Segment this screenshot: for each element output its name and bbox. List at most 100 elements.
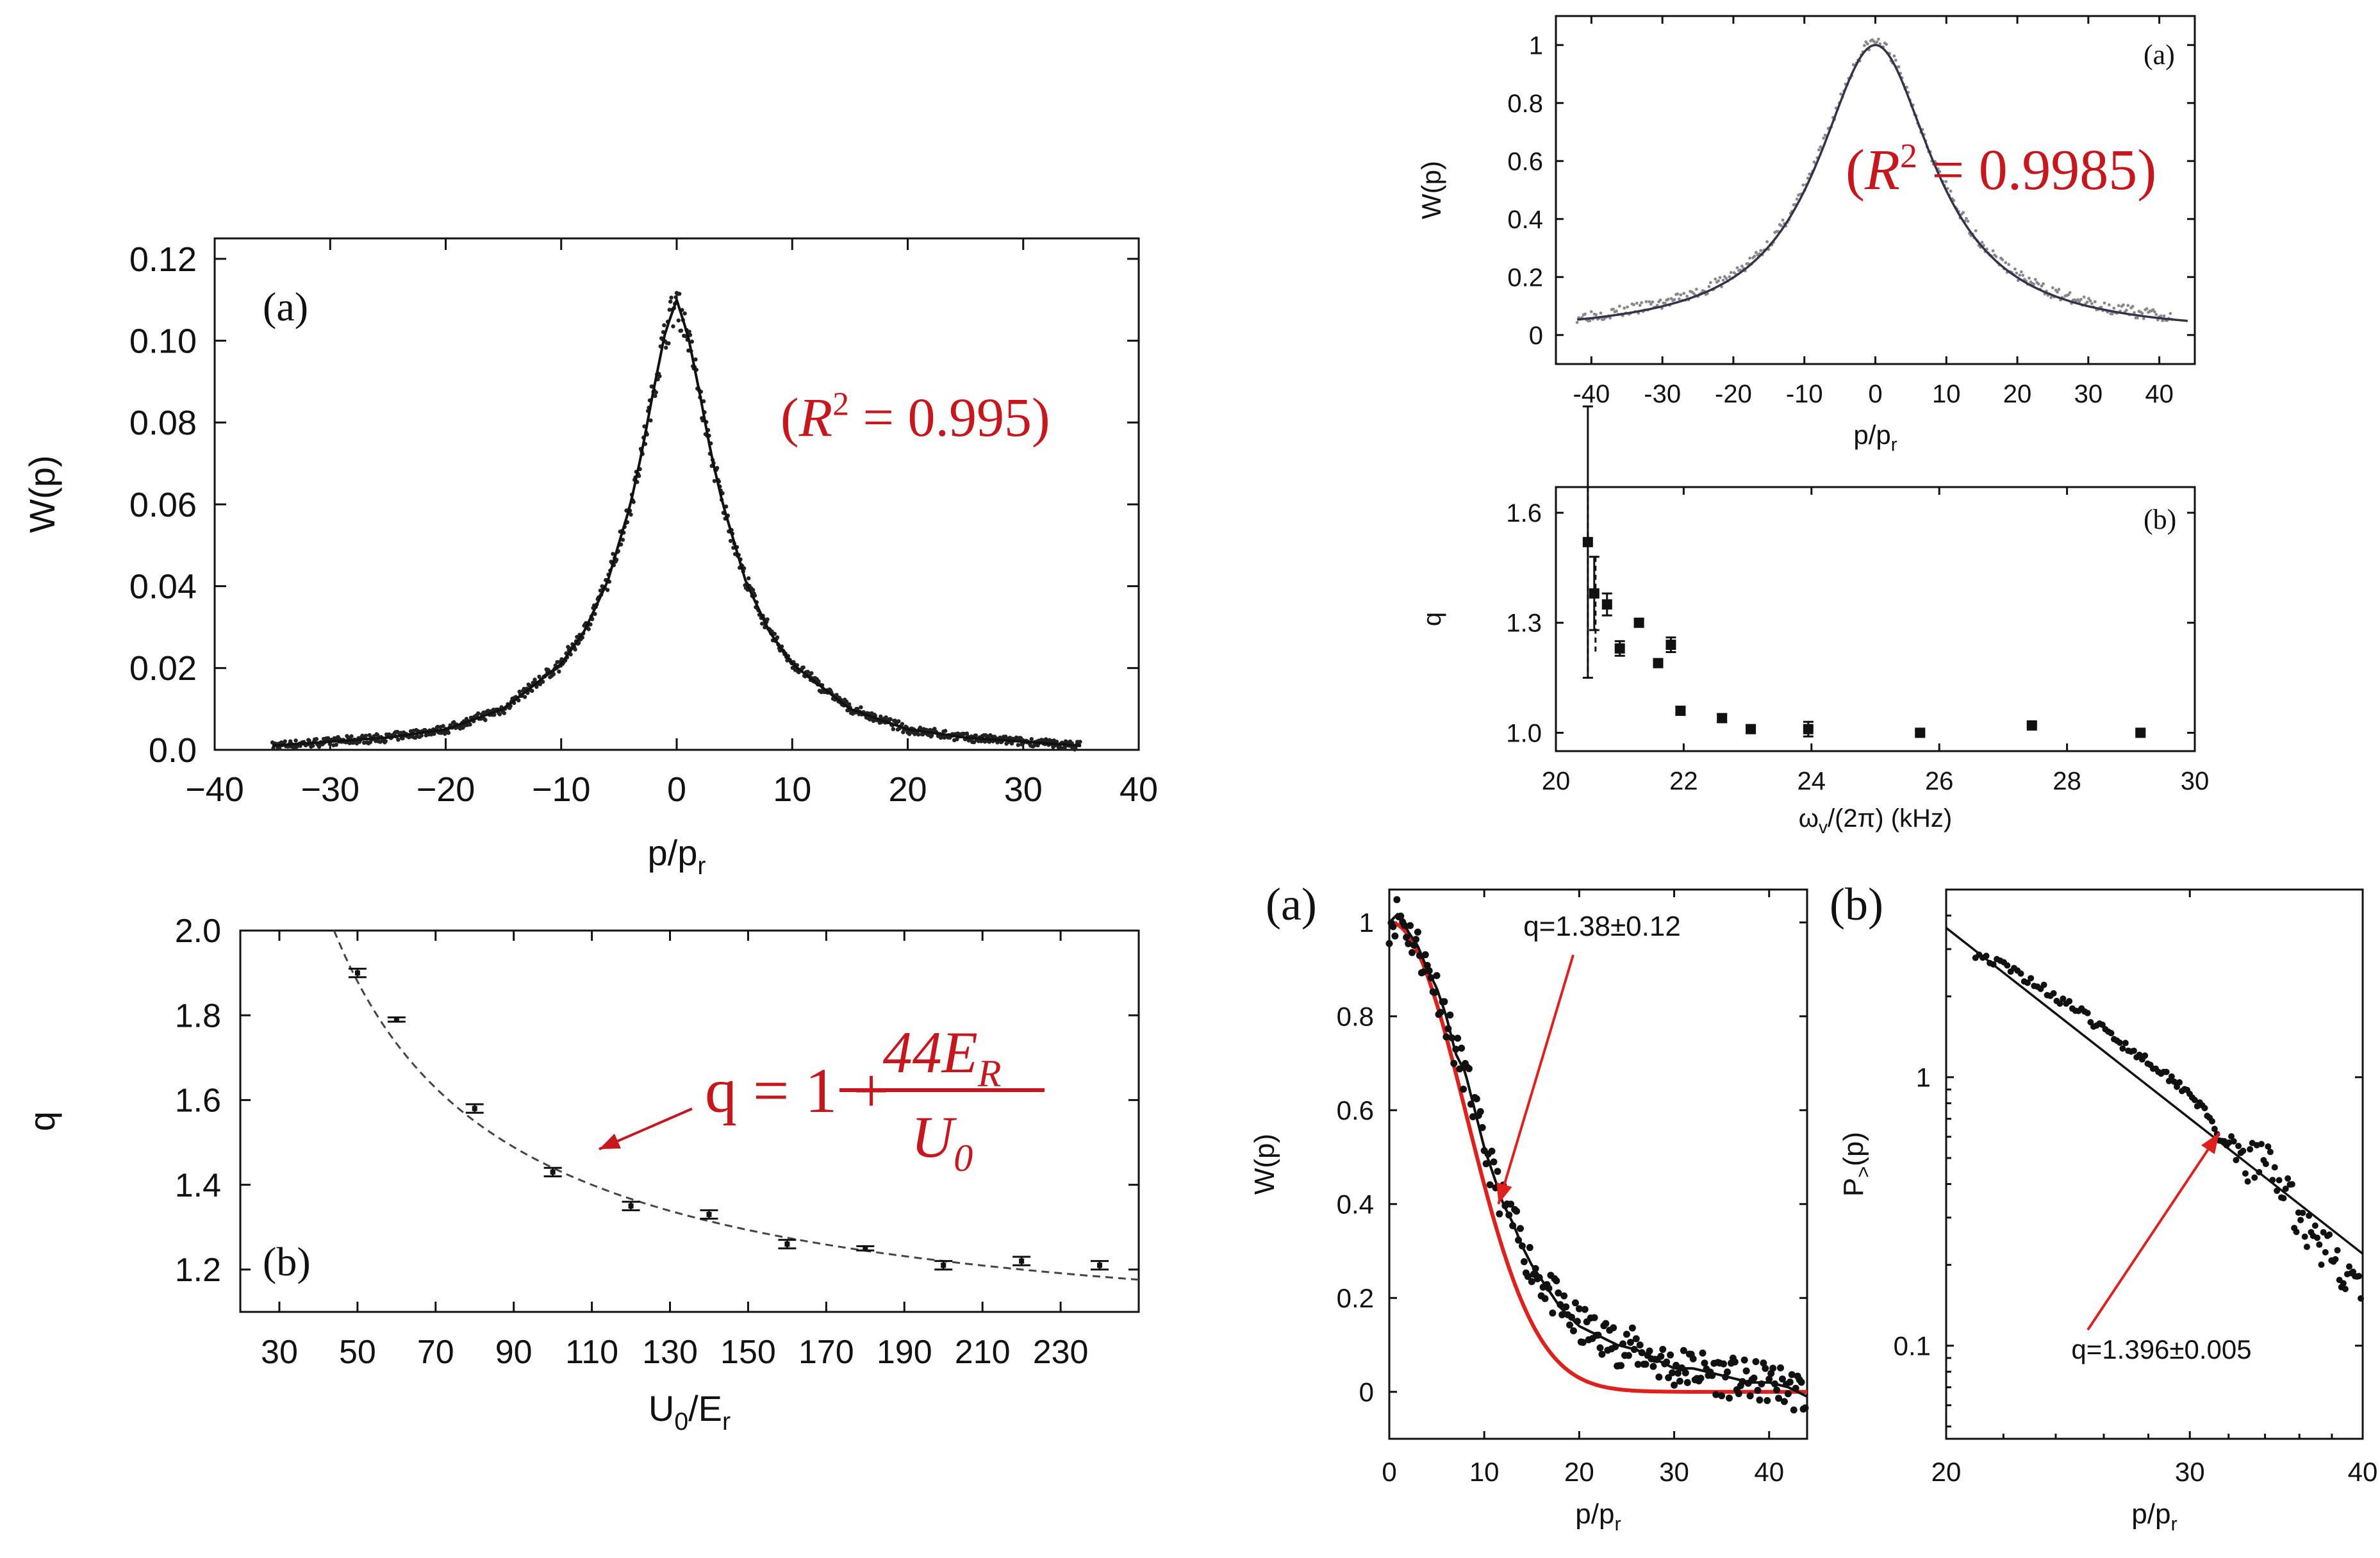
data-point xyxy=(1575,320,1579,324)
data-point xyxy=(1456,1065,1464,1073)
data-point xyxy=(1675,706,1686,717)
data-point xyxy=(2262,1161,2269,1168)
data-point xyxy=(334,742,338,747)
data-point xyxy=(1403,933,1410,941)
data-point xyxy=(2356,1273,2363,1280)
data-point xyxy=(1569,1327,1577,1334)
x-axis-label: p/pr xyxy=(2131,1498,2177,1535)
data-point xyxy=(383,739,388,743)
x-tick-label: 22 xyxy=(1669,767,1698,795)
data-point xyxy=(1795,197,1799,201)
data-point xyxy=(682,311,687,316)
data-point xyxy=(1729,270,1733,274)
data-point xyxy=(1617,304,1621,308)
data-point xyxy=(1682,292,1686,295)
x-tick-label: 40 xyxy=(2348,1457,2378,1487)
x-tick-label: −20 xyxy=(417,770,475,809)
data-point xyxy=(1516,1225,1524,1232)
data-point xyxy=(1476,1107,1484,1115)
data-point xyxy=(1974,229,1978,233)
data-point xyxy=(1490,1158,1498,1166)
x-tick-label: 70 xyxy=(417,1334,454,1371)
data-point xyxy=(654,390,658,395)
x-tick-label: −10 xyxy=(532,770,591,809)
data-point xyxy=(1712,1391,1720,1398)
y-tick-label: 0.08 xyxy=(129,404,197,442)
x-axis-label: p/pr xyxy=(1575,1498,1621,1535)
data-point xyxy=(1599,311,1603,315)
data-point xyxy=(1724,277,1728,280)
data-point xyxy=(1753,254,1756,258)
data-point xyxy=(712,479,717,483)
data-point xyxy=(1465,1065,1473,1072)
data-point xyxy=(2256,1168,2263,1175)
data-point xyxy=(2340,1280,2347,1287)
data-point xyxy=(1393,896,1401,904)
data-point xyxy=(1665,640,1676,651)
x-tick-label: 20 xyxy=(888,770,927,809)
data-point xyxy=(1545,1284,1553,1292)
data-point xyxy=(1617,1362,1625,1370)
x-tick-label: 90 xyxy=(495,1334,533,1371)
x-tick-label: 210 xyxy=(955,1334,1011,1371)
data-point xyxy=(1765,240,1769,244)
data-point xyxy=(2170,1078,2178,1085)
data-point xyxy=(2067,293,2070,297)
x-tick-label: 30 xyxy=(1004,770,1043,809)
data-point xyxy=(2258,1141,2265,1148)
data-point xyxy=(1676,1377,1683,1385)
data-point xyxy=(2108,1030,2115,1037)
x-tick-label: 10 xyxy=(1469,1457,1500,1487)
x-tick-label: 20 xyxy=(1542,767,1571,795)
x-tick-label: −30 xyxy=(301,770,359,809)
data-point xyxy=(772,631,777,636)
y-axis-label: q xyxy=(22,1111,62,1131)
data-point xyxy=(1735,266,1739,270)
y-tick-label: 0.6 xyxy=(1507,147,1543,176)
data-point xyxy=(2042,282,2045,286)
data-point xyxy=(2244,1178,2251,1185)
x-tick-label: 170 xyxy=(798,1334,854,1371)
data-point xyxy=(2242,1170,2249,1177)
data-point xyxy=(1573,1318,1581,1325)
data-point xyxy=(1423,961,1431,969)
x-tick-label: 0 xyxy=(1382,1457,1396,1487)
data-point xyxy=(1441,998,1448,1006)
data-point xyxy=(1746,724,1756,734)
data-point xyxy=(2117,304,2120,308)
data-point xyxy=(1839,92,1843,96)
data-point xyxy=(1756,1396,1764,1404)
x-tick-label: 24 xyxy=(1797,767,1826,795)
data-point xyxy=(2090,302,2094,306)
data-point xyxy=(1717,279,1721,283)
data-point xyxy=(472,1106,477,1111)
data-point xyxy=(1708,1372,1716,1379)
plot-frame xyxy=(1945,888,2364,1440)
data-point xyxy=(396,737,401,742)
y-tick-label: 0.0 xyxy=(149,731,197,770)
data-point xyxy=(2060,995,2067,1002)
data-point xyxy=(1566,1321,1574,1329)
data-point xyxy=(2084,1009,2091,1016)
data-point xyxy=(1460,1086,1467,1093)
data-point xyxy=(1682,1369,1689,1377)
data-point xyxy=(2050,990,2057,997)
data-point xyxy=(349,734,354,739)
data-point xyxy=(1701,1359,1708,1367)
data-point xyxy=(1416,952,1423,959)
data-point xyxy=(955,737,959,742)
data-point xyxy=(775,635,780,640)
data-point xyxy=(1078,740,1082,744)
data-point xyxy=(1598,1350,1606,1358)
x-tick-label: -20 xyxy=(1715,380,1752,408)
data-point xyxy=(1588,319,1592,322)
data-point xyxy=(687,329,691,334)
data-point xyxy=(1754,251,1758,254)
data-point xyxy=(1571,1299,1579,1307)
chart-left_a: −40 −30 −20 −10 0 10 20 30 40 0.0 0.02 0.04 0.06 0.08… xyxy=(22,237,1158,880)
data-point xyxy=(1634,1361,1642,1368)
data-point xyxy=(1669,1369,1676,1377)
data-point xyxy=(671,324,675,329)
data-point xyxy=(2208,1118,2215,1125)
data-point xyxy=(1589,588,1599,599)
